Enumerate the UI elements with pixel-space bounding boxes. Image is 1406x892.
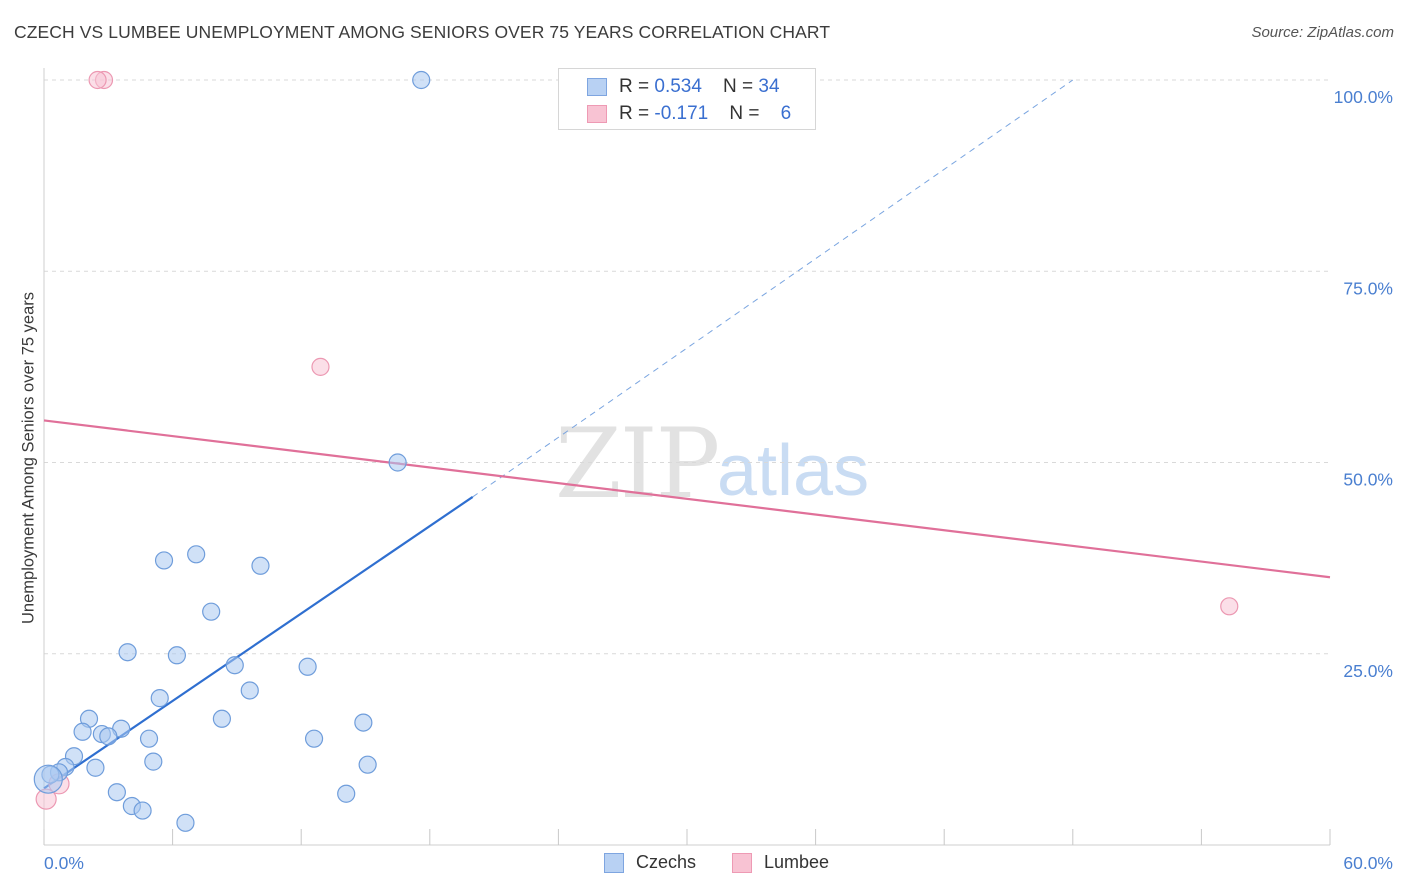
legend-label-lumbee: Lumbee <box>764 852 830 872</box>
trendline-extension-czechs <box>472 79 1074 498</box>
y-tick-label-3: 100.0% <box>1334 87 1393 107</box>
source-note: Source: ZipAtlas.com <box>1251 24 1394 41</box>
point-czechs-22 <box>144 752 163 771</box>
watermark-zip: ZIP <box>555 408 720 520</box>
legend-swatch-lumbee <box>587 105 607 123</box>
point-czechs-10 <box>150 689 169 708</box>
point-czechs-30 <box>337 784 356 803</box>
point-czechs-5 <box>202 602 221 621</box>
point-czechs-9 <box>298 657 317 676</box>
legend-label-czechs: Czechs <box>636 852 697 872</box>
point-czechs-11 <box>240 681 259 700</box>
point-lumbee-3 <box>1220 597 1239 616</box>
axes <box>43 68 1331 846</box>
point-czechs-1 <box>388 453 407 472</box>
point-czechs-2 <box>187 545 206 564</box>
point-czechs-7 <box>167 646 186 665</box>
point-czechs-24 <box>86 758 105 777</box>
point-czechs-4 <box>251 556 270 575</box>
point-czechs-32 <box>133 801 152 820</box>
point-czechs-16 <box>73 722 92 741</box>
y-tick-label-0: 25.0% <box>1343 661 1393 681</box>
data-points <box>33 70 1239 832</box>
chart-title: CZECH VS LUMBEE UNEMPLOYMENT AMONG SENIO… <box>14 22 831 42</box>
trendline-lumbee <box>43 419 1331 579</box>
point-lumbee-2 <box>311 357 330 376</box>
point-czechs-0 <box>412 70 431 90</box>
legend-row-czechs: R = 0.534 N = 34 <box>587 74 780 100</box>
point-czechs-29 <box>107 783 126 802</box>
legend-text-czechs: R = 0.534 N = 34 <box>619 76 780 97</box>
point-czechs-20 <box>304 729 324 748</box>
point-czechs-3 <box>154 551 174 570</box>
legend-swatch-lumbee-bottom <box>732 852 752 873</box>
watermark-atlas: atlas <box>717 431 870 511</box>
point-czechs-6 <box>118 643 137 662</box>
legend-swatch-czechs-bottom <box>604 852 624 873</box>
point-czechs-14 <box>354 713 373 732</box>
legend-swatch-czechs <box>587 78 607 96</box>
point-czechs-28 <box>33 764 63 794</box>
point-czechs-33 <box>176 813 195 832</box>
y-tick-label-2: 75.0% <box>1343 278 1393 298</box>
grid-lines <box>44 79 1330 655</box>
point-czechs-8 <box>225 656 244 675</box>
legend-text-lumbee: R = -0.171 N = 6 <box>619 103 792 124</box>
x-tick-label-min: 0.0% <box>44 853 84 873</box>
point-lumbee-1 <box>88 70 107 90</box>
point-czechs-18 <box>99 727 118 746</box>
x-tick-labels: 0.0% 60.0% <box>44 853 1393 873</box>
y-tick-label-1: 50.0% <box>1343 470 1393 490</box>
point-czechs-23 <box>358 755 377 774</box>
x-tick-label-max: 60.0% <box>1343 853 1393 873</box>
trendlines <box>43 79 1331 790</box>
correlation-legend: R = 0.534 N = 34 R = -0.171 N = 6 <box>558 68 816 130</box>
y-tick-labels: 25.0% 50.0% 75.0% 100.0% <box>1334 87 1393 681</box>
series-legend: Czechs Lumbee <box>0 852 1406 878</box>
legend-item-czechs: Czechs <box>604 852 696 873</box>
legend-item-lumbee: Lumbee <box>732 852 829 873</box>
legend-row-lumbee: R = -0.171 N = 6 <box>587 101 791 127</box>
point-czechs-13 <box>212 709 231 728</box>
point-czechs-19 <box>139 729 159 748</box>
